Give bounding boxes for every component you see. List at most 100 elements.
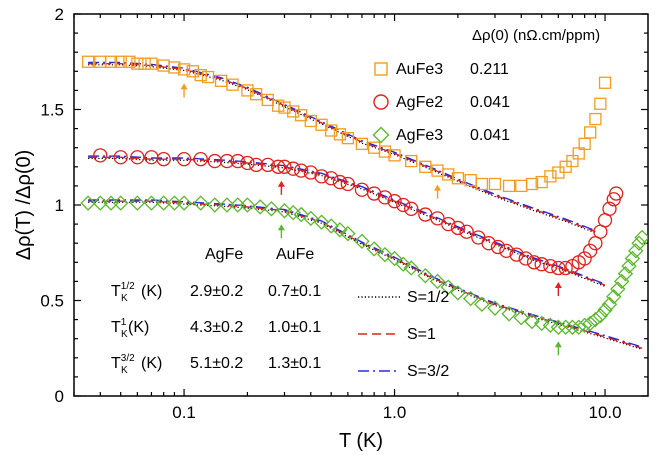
- table-cell: 4.3±0.2: [190, 319, 243, 336]
- data-point: [418, 207, 433, 222]
- data-point: [388, 149, 401, 162]
- legend-marker: [372, 126, 390, 144]
- data-point: [417, 267, 434, 284]
- data-point: [145, 57, 158, 70]
- data-point: [609, 186, 624, 201]
- data-point: [252, 199, 268, 215]
- data-point: [92, 195, 109, 211]
- kondo-temperature-table: AgFe AuFe T1/2 K (K) 2.9±0.2 0.7±0.1 T1 K(K) 4.3±…: [111, 246, 321, 376]
- data-point: [239, 197, 256, 213]
- data-point: [378, 145, 392, 158]
- data-point: [558, 260, 573, 276]
- data-point: [524, 313, 540, 330]
- data-point: [324, 171, 339, 186]
- data-point: [490, 239, 506, 255]
- data-point: [499, 243, 514, 258]
- data-point: [509, 247, 524, 262]
- legend-header: Δρ(0) (nΩ.cm/ppm): [472, 27, 600, 44]
- arrow-marker: [277, 180, 285, 195]
- data-point: [386, 250, 403, 267]
- y-axis-label: Δρ(T) /Δρ(0): [13, 150, 35, 261]
- fit-line: [88, 61, 596, 232]
- data-point: [193, 152, 208, 167]
- fit-legend-label: S=3/2: [407, 363, 449, 380]
- data-point: [230, 153, 245, 169]
- data-point: [323, 218, 339, 234]
- data-point: [193, 195, 209, 211]
- legend-series-name: AuFe3: [396, 61, 443, 78]
- data-point: [501, 306, 517, 322]
- data-point: [571, 319, 587, 335]
- fit-legend: S=1/2 S=1 S=3/2: [358, 289, 449, 380]
- table-row-label: T1 K(K): [111, 317, 149, 340]
- data-point: [260, 157, 275, 173]
- data-point: [341, 131, 355, 145]
- fit-line: [88, 156, 606, 286]
- data-point: [186, 65, 199, 78]
- arrows: [180, 83, 562, 356]
- series-AgFe3: [80, 195, 648, 335]
- legend-item-AgFe2: AgFe2 0.041: [373, 94, 510, 111]
- data-point: [272, 99, 285, 112]
- table-row: T3/2 K (K) 5.1±0.2 1.3±0.1: [111, 353, 321, 376]
- data-point: [577, 251, 592, 266]
- data-point: [515, 179, 528, 193]
- data-point: [598, 76, 612, 89]
- arrow-marker: [554, 282, 562, 297]
- data-point: [419, 160, 432, 173]
- legend-series-name: AgFe3: [396, 127, 443, 144]
- data-point: [602, 201, 617, 216]
- y-tick-label: 0.5: [40, 292, 64, 311]
- data-point: [488, 177, 502, 191]
- y-tick-label: 0: [55, 387, 64, 406]
- data-point: [340, 225, 356, 242]
- data-point: [325, 124, 338, 137]
- data-point: [130, 150, 145, 165]
- data-point: [278, 101, 291, 114]
- data-point: [543, 258, 558, 274]
- legend-series-name: AgFe2: [396, 94, 443, 111]
- fit-legend-item: S=1: [358, 326, 436, 343]
- data-point: [314, 169, 329, 184]
- fit-legend-item: S=3/2: [358, 363, 449, 380]
- data-point: [155, 195, 172, 211]
- data-point: [81, 55, 95, 68]
- data-point: [450, 220, 466, 236]
- data-point: [287, 105, 300, 118]
- data-point: [551, 260, 566, 276]
- legend-marker: [374, 62, 388, 76]
- data-point: [474, 296, 490, 313]
- data-point: [94, 55, 107, 68]
- data-point: [405, 154, 418, 168]
- data-point: [502, 179, 516, 193]
- data-point: [377, 190, 393, 205]
- data-point: [248, 157, 264, 173]
- fit-line: [88, 63, 596, 233]
- data-point: [377, 246, 393, 263]
- data-point: [557, 319, 574, 335]
- legend-series-value: 0.041: [470, 127, 510, 144]
- y-tick-label: 2: [55, 5, 64, 24]
- data-point: [459, 224, 474, 239]
- fit-line: [88, 199, 643, 348]
- data-point: [395, 256, 411, 272]
- data-point: [592, 308, 609, 324]
- arrow-marker: [434, 184, 442, 199]
- data-point: [403, 260, 419, 276]
- data-point: [631, 235, 647, 251]
- fit-legend-item: S=1/2: [358, 289, 449, 306]
- data-point: [207, 153, 222, 169]
- data-point: [582, 315, 598, 332]
- data-point: [114, 55, 127, 68]
- data-point: [340, 176, 356, 192]
- table-cell: 2.9±0.2: [190, 283, 243, 300]
- data-point: [131, 57, 144, 70]
- data-point: [518, 251, 533, 266]
- table-cell: 5.1±0.2: [190, 355, 243, 372]
- table-column-header: AuFe: [276, 246, 314, 263]
- x-axis-ticks: 0.1 1.0 10.0: [73, 14, 622, 422]
- fit-legend-label: S=1/2: [407, 289, 449, 306]
- y-tick-label: 1: [55, 196, 64, 215]
- data-point: [143, 195, 160, 211]
- data-point: [634, 229, 648, 246]
